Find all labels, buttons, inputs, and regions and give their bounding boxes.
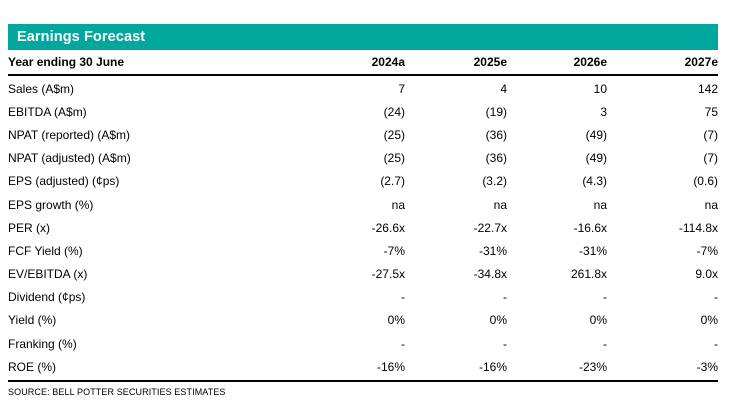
row-label: FCF Yield (%) [8, 243, 83, 258]
row-value: -34.8x [473, 267, 507, 282]
row-value: -27.5x [371, 267, 405, 282]
row-value: (2.7) [380, 174, 405, 189]
row-value: 7 [398, 81, 405, 96]
row-value: -16% [376, 359, 405, 374]
table-row-franking: Franking (%) - - - - [8, 332, 718, 355]
row-value: -7% [383, 243, 405, 258]
row-label: NPAT (adjusted) (A$m) [8, 151, 131, 166]
row-value: - [401, 290, 405, 305]
table-body: Sales (A$m) 7 4 10 142 EBITDA (A$m) (24)… [8, 76, 718, 383]
row-value: (49) [585, 151, 607, 166]
row-value: (36) [485, 151, 507, 166]
row-value: (49) [585, 127, 607, 142]
row-value: na [593, 197, 607, 212]
row-value: (0.6) [693, 174, 718, 189]
row-value: -22.7x [473, 220, 507, 235]
row-value: (25) [383, 151, 405, 166]
row-value: (4.3) [582, 174, 607, 189]
row-label: NPAT (reported) (A$m) [8, 127, 131, 142]
row-value: -31% [578, 243, 607, 258]
row-value: - [503, 336, 507, 351]
row-value: (25) [383, 127, 405, 142]
row-value: 0% [489, 313, 507, 328]
row-value: 3 [600, 104, 607, 119]
header-col-2024a: 2024a [371, 55, 405, 69]
header-col-2027e: 2027e [684, 55, 718, 69]
source-note: SOURCE: BELL POTTER SECURITIES ESTIMATES [8, 387, 226, 398]
row-value: -23% [578, 359, 607, 374]
row-value: (3.2) [482, 174, 507, 189]
row-label: Dividend (¢ps) [8, 290, 86, 305]
table-row-eps-adjusted: EPS (adjusted) (¢ps) (2.7) (3.2) (4.3) (… [8, 170, 718, 193]
row-value: 0% [589, 313, 607, 328]
table-row-npat-adjusted: NPAT (adjusted) (A$m) (25) (36) (49) (7) [8, 147, 718, 170]
table-row-yield: Yield (%) 0% 0% 0% 0% [8, 309, 718, 332]
row-value: (7) [703, 127, 718, 142]
header-col-2026e: 2026e [573, 55, 607, 69]
row-label: Yield (%) [8, 313, 57, 328]
row-value: -7% [696, 243, 718, 258]
row-value: -3% [696, 359, 718, 374]
row-value: 261.8x [570, 267, 607, 282]
row-value: (36) [485, 127, 507, 142]
row-value: 4 [500, 81, 507, 96]
table-header-row: Year ending 30 June 2024a 2025e 2026e 20… [8, 50, 718, 76]
row-value: na [704, 197, 718, 212]
row-value: 0% [387, 313, 405, 328]
row-value: - [714, 336, 718, 351]
row-value: (7) [703, 151, 718, 166]
row-label: Franking (%) [8, 336, 77, 351]
row-value: 9.0x [695, 267, 718, 282]
table-row-ebitda: EBITDA (A$m) (24) (19) 3 75 [8, 100, 718, 123]
earnings-forecast-table: Earnings Forecast Year ending 30 June 20… [8, 24, 718, 397]
row-value: - [603, 336, 607, 351]
row-value: 142 [697, 81, 718, 96]
row-value: - [603, 290, 607, 305]
table-title: Earnings Forecast [17, 29, 146, 45]
row-value: - [503, 290, 507, 305]
row-label: Sales (A$m) [8, 81, 75, 96]
row-value: na [493, 197, 507, 212]
table-row-roe: ROE (%) -16% -16% -23% -3% [8, 355, 718, 378]
header-label: Year ending 30 June [8, 55, 125, 69]
row-value: (24) [383, 104, 405, 119]
row-value: 10 [593, 81, 607, 96]
row-value: (19) [485, 104, 507, 119]
row-value: -31% [478, 243, 507, 258]
table-row-per: PER (x) -26.6x -22.7x -16.6x -114.8x [8, 216, 718, 239]
table-row-eps-growth: EPS growth (%) na na na na [8, 193, 718, 216]
table-row-npat-reported: NPAT (reported) (A$m) (25) (36) (49) (7) [8, 123, 718, 146]
row-value: -26.6x [371, 220, 405, 235]
table-row-sales: Sales (A$m) 7 4 10 142 [8, 77, 718, 100]
row-value: na [391, 197, 405, 212]
header-col-2025e: 2025e [473, 55, 507, 69]
row-value: - [714, 290, 718, 305]
row-value: 0% [700, 313, 718, 328]
row-value: - [401, 336, 405, 351]
row-label: EPS growth (%) [8, 197, 94, 212]
row-label: PER (x) [8, 220, 50, 235]
row-value: 75 [704, 104, 718, 119]
table-title-bar: Earnings Forecast [8, 24, 718, 50]
table-row-fcf-yield: FCF Yield (%) -7% -31% -31% -7% [8, 239, 718, 262]
row-label: ROE (%) [8, 359, 56, 374]
row-label: EBITDA (A$m) [8, 104, 87, 119]
row-value: -16% [478, 359, 507, 374]
row-label: EV/EBITDA (x) [8, 267, 88, 282]
row-value: -16.6x [573, 220, 607, 235]
row-label: EPS (adjusted) (¢ps) [8, 174, 120, 189]
table-row-ev-ebitda: EV/EBITDA (x) -27.5x -34.8x 261.8x 9.0x [8, 263, 718, 286]
table-row-dividend: Dividend (¢ps) - - - - [8, 286, 718, 309]
row-value: -114.8x [678, 220, 718, 235]
